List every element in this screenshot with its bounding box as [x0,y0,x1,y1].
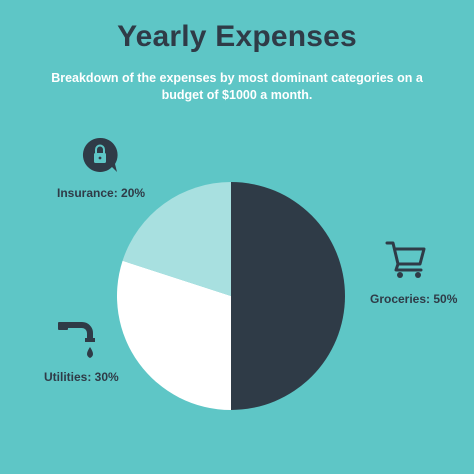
pie-slice-utilities [116,260,231,410]
label-insurance: Insurance: 20% [57,186,146,200]
faucet-icon [58,322,95,358]
shopping-cart-icon [385,241,426,278]
lock-speech-bubble-icon [82,137,118,172]
chart-title: Yearly Expenses [117,20,357,53]
label-groceries: Groceries: 50% [370,292,458,306]
label-utilities: Utilities: 30% [44,370,119,384]
chart-subtitle: Breakdown of the expenses by most domina… [51,71,423,102]
pie-slice-insurance [122,182,231,296]
pie-slice-groceries [231,182,345,410]
